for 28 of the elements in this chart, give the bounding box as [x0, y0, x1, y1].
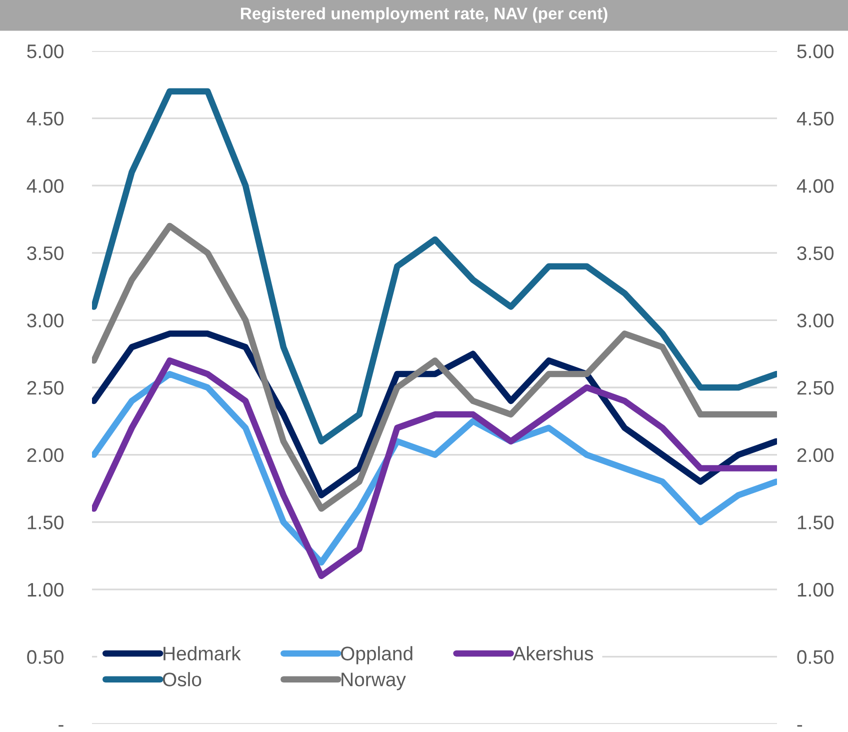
- y2-tick-label: 5.00: [797, 44, 834, 58]
- y2-tick-label: 2.00: [797, 448, 834, 462]
- y2-tick-label: 4.50: [796, 112, 834, 126]
- y2-tick-label: 4.00: [796, 179, 834, 193]
- y-tick-label: 4.50: [26, 112, 64, 126]
- legend-label: Oslo: [162, 672, 202, 686]
- y2-tick-label: 1.50: [798, 516, 834, 530]
- y2-tick-label: 3.50: [797, 246, 834, 260]
- y2-tick-label: 0.50: [797, 650, 834, 664]
- chart-title: Registered unemployment rate, NAV (per cent): [240, 7, 608, 23]
- y2-tick-label: 2.50: [797, 380, 834, 395]
- y-tick-label: 2.00: [27, 448, 64, 462]
- y2-tick-label: 1.00: [798, 582, 834, 597]
- y-tick-label: 3.00: [27, 314, 64, 328]
- legend-label: Norway: [342, 672, 406, 690]
- y-tick-label: -: [58, 725, 64, 727]
- y-tick-label: 3.50: [27, 246, 64, 260]
- y-tick-label: 4.00: [26, 179, 64, 193]
- y-tick-label: 1.00: [28, 582, 64, 597]
- legend-label: Akershus: [512, 646, 594, 660]
- y2-tick-label: -: [797, 725, 802, 727]
- y-tick-label: 0.50: [27, 650, 64, 664]
- y-tick-label: 5.00: [27, 44, 64, 58]
- y-tick-label: 2.50: [27, 380, 64, 395]
- y-tick-label: 1.50: [28, 516, 64, 530]
- y2-tick-label: 3.00: [797, 314, 834, 328]
- legend-label: Hedmark: [164, 646, 241, 660]
- legend-label: Oppland: [340, 646, 412, 664]
